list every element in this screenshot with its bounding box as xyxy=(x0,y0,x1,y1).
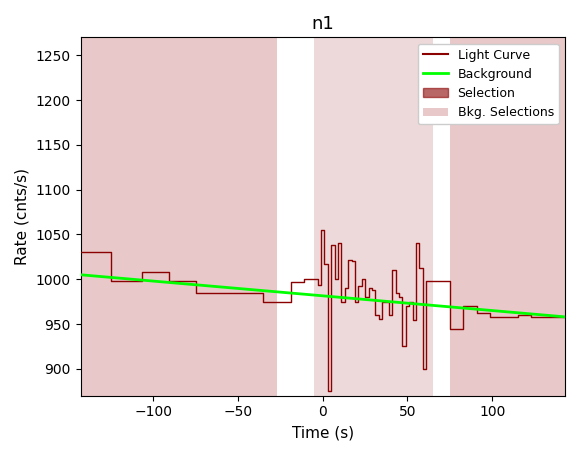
Legend: Light Curve, Background, Selection, Bkg. Selections: Light Curve, Background, Selection, Bkg.… xyxy=(418,44,559,124)
Title: n1: n1 xyxy=(311,15,334,33)
Bar xyxy=(314,37,433,396)
X-axis label: Time (s): Time (s) xyxy=(292,425,354,440)
Y-axis label: Rate (cnts/s): Rate (cnts/s) xyxy=(15,168,30,265)
Bar xyxy=(81,37,277,396)
Bar xyxy=(450,37,565,396)
